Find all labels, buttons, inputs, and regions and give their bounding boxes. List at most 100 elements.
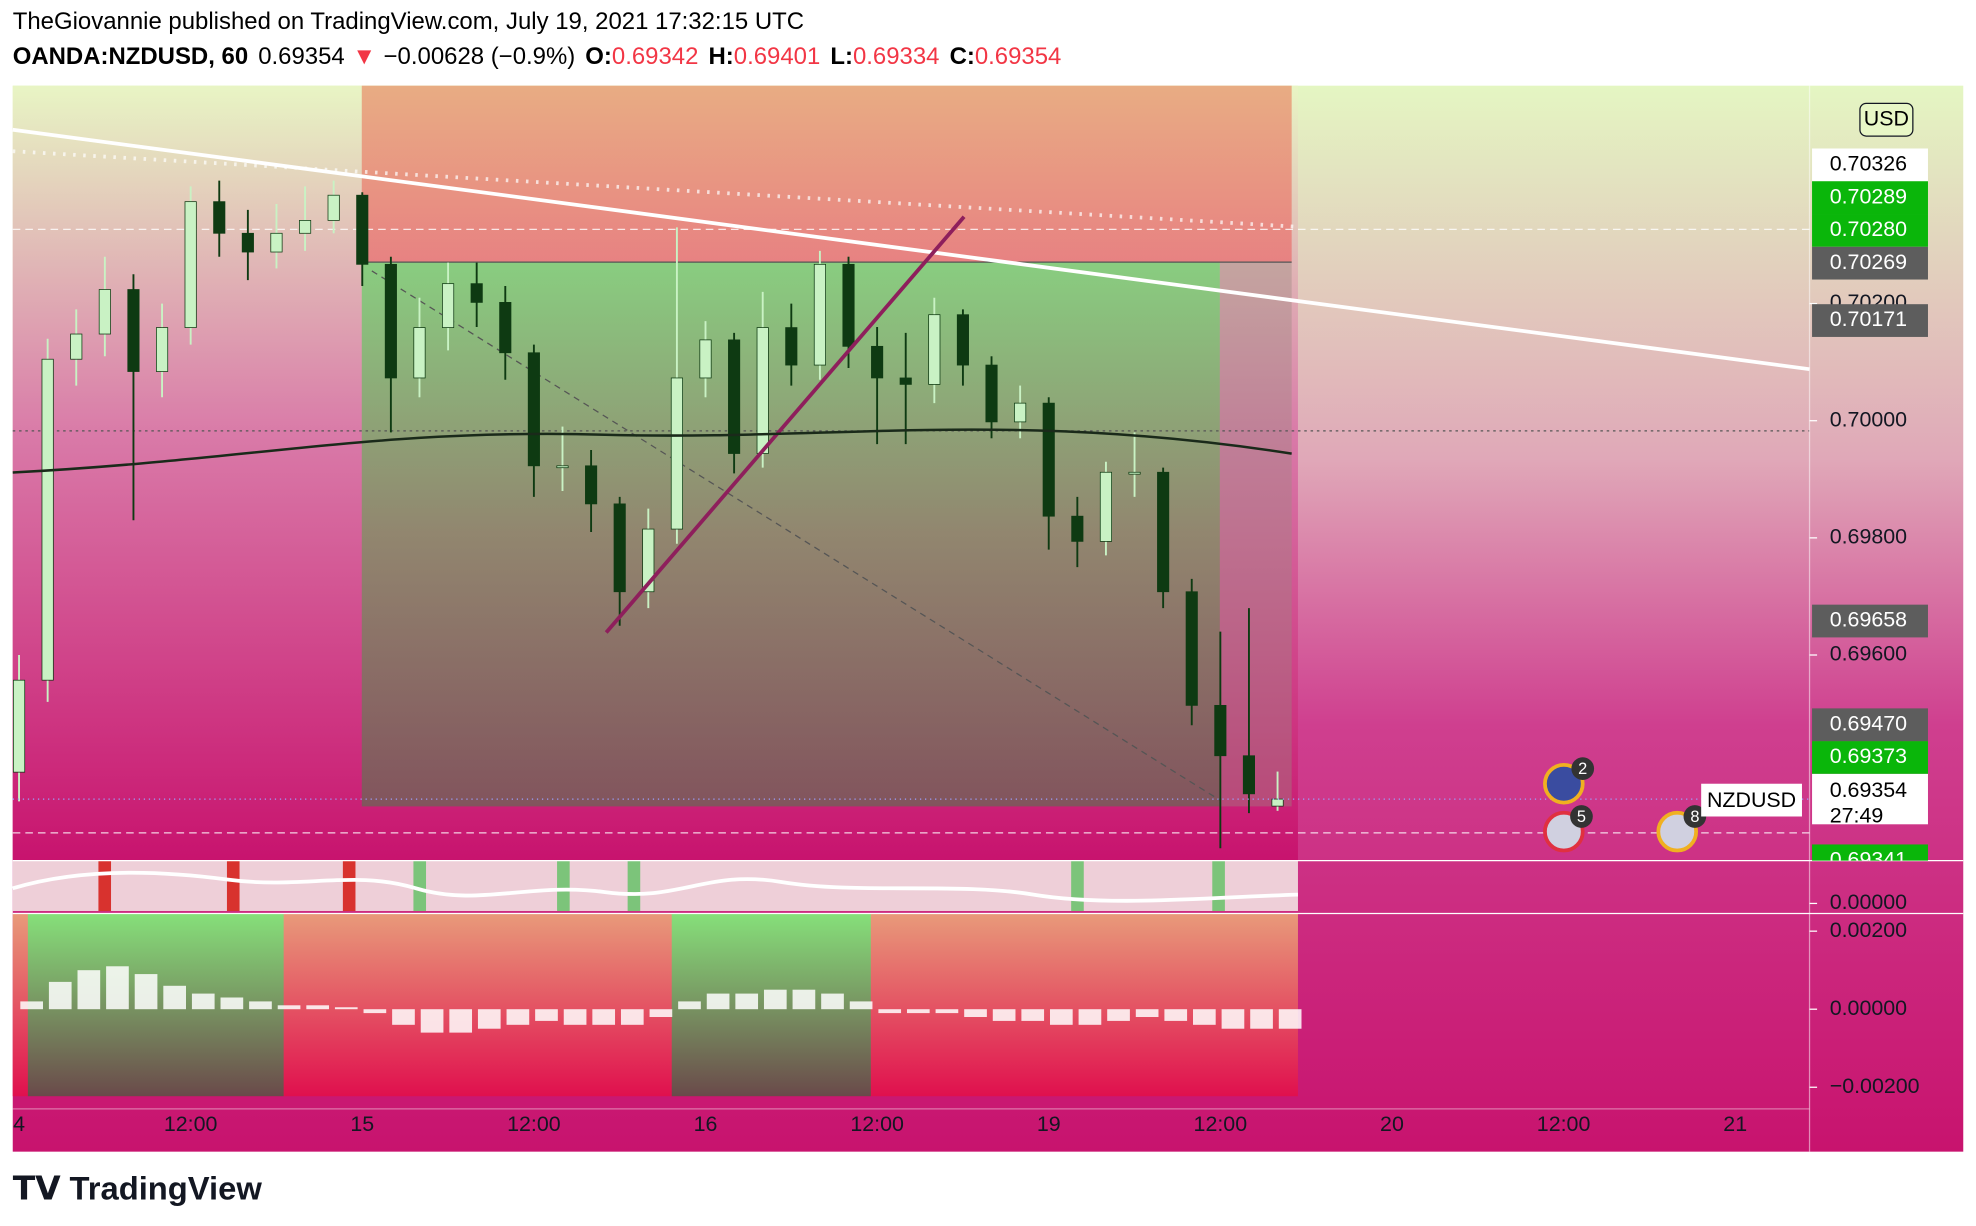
y-tick-label: 0.00000: [1830, 996, 1907, 1020]
last-price: 0.69354: [258, 43, 345, 70]
macd-bar: [420, 1009, 444, 1033]
event-count[interactable]: 2: [1578, 760, 1587, 778]
x-tick-label: 12:00: [507, 1112, 561, 1136]
price-label: 0.69470: [1830, 711, 1907, 735]
macd-bar: [992, 1009, 1016, 1021]
macd-bar: [477, 1009, 501, 1029]
macd-bar: [706, 993, 730, 1010]
x-tick-label: 12:00: [1194, 1112, 1248, 1136]
x-tick-label: 4: [13, 1112, 25, 1136]
price-label-bg: [1812, 708, 1928, 742]
logo-mark: 𝗧𝗩: [13, 1169, 70, 1206]
y-tick-label: 0.00000: [1830, 890, 1907, 914]
price-label-bg: [1812, 773, 1928, 825]
price-label-bg: [1812, 148, 1928, 182]
candle-body: [384, 263, 397, 379]
x-tick-label: 12:00: [1537, 1112, 1591, 1136]
change-arrow: ▼: [352, 43, 376, 70]
macd-bar: [277, 1005, 301, 1010]
stop-zone: [361, 85, 1292, 263]
event-count[interactable]: 5: [1577, 808, 1586, 826]
y-tick-label: 0.00200: [1830, 918, 1907, 942]
countdown: 27:49: [1830, 803, 1884, 827]
event-badges[interactable]: 2 5 8: [1543, 757, 1707, 853]
price-label-bg: [1812, 604, 1928, 638]
candle-body: [1214, 704, 1227, 757]
price-label-bg: [1812, 246, 1928, 280]
trend-line: [12, 127, 1810, 372]
macd-bar: [964, 1009, 987, 1018]
macd-bar: [1107, 1009, 1130, 1021]
ohlc-value: 0.69334: [853, 43, 940, 70]
candle-body: [956, 314, 969, 366]
macd-bar: [220, 997, 244, 1010]
candle-body: [813, 263, 826, 366]
candle-body: [327, 194, 340, 221]
price-label: 0.69658: [1830, 608, 1907, 632]
candle-body: [1128, 471, 1141, 475]
macd-bar: [1021, 1009, 1045, 1021]
price-label-bg: [1812, 844, 1928, 861]
price-label: 0.69354: [1830, 778, 1907, 802]
logo: 𝗧𝗩 TradingView: [13, 1169, 263, 1206]
candle-body: [585, 465, 598, 505]
macd-bar: [1278, 1009, 1302, 1029]
candle-body: [1271, 798, 1284, 807]
candle-body: [1157, 471, 1170, 593]
publisher: TheGiovannie published on TradingView.co…: [13, 8, 804, 35]
macd-bar: [935, 1009, 959, 1014]
currency-button[interactable]: [1859, 102, 1914, 137]
candle-body: [12, 679, 26, 773]
price-label-bg: [1812, 181, 1928, 215]
macd-bar: [1135, 1009, 1159, 1018]
candle-body: [985, 364, 998, 423]
macd-bar: [878, 1009, 902, 1014]
symbol-line: OANDA:NZDUSD, 60 0.69354 ▼ −0.00628 (−0.9%)…: [13, 43, 1062, 70]
macd-bar: [163, 985, 186, 1010]
ohlc-value: 0.69342: [612, 43, 699, 70]
candle-body: [642, 528, 655, 593]
macd-bar: [1221, 1009, 1245, 1029]
macd-bar: [1250, 1009, 1273, 1029]
macd-bar: [563, 1009, 587, 1025]
macd-bar: [191, 993, 215, 1010]
candle-body: [1099, 471, 1112, 542]
candle-body: [70, 333, 83, 360]
candle-body: [41, 358, 54, 681]
macd-bar: [678, 1001, 701, 1010]
currency[interactable]: USD: [1864, 106, 1909, 130]
ohlc-key: H:: [709, 43, 734, 70]
candle-body: [527, 352, 540, 467]
macd-bar: [306, 1005, 330, 1010]
candle-body: [1071, 515, 1084, 542]
macd-bar: [134, 974, 158, 1010]
trend-line-up: [604, 215, 966, 634]
candle-body: [613, 503, 626, 593]
candle-body: [270, 232, 283, 253]
oscillator-markers: [12, 860, 1299, 911]
candle-body: [899, 377, 912, 385]
price-label-bg: [1812, 214, 1928, 247]
price-label: 0.70280: [1830, 217, 1907, 241]
candle-body: [1185, 591, 1198, 706]
ticker-tag-bg: [1701, 783, 1802, 817]
ohlc-value: 0.69354: [975, 43, 1062, 70]
macd-bar: [106, 966, 129, 1010]
event-count[interactable]: 8: [1690, 808, 1699, 826]
macd-bar: [1049, 1009, 1073, 1025]
y-tick-label: −0.00200: [1830, 1074, 1920, 1098]
macd-bar: [20, 1001, 43, 1010]
candle-body: [356, 194, 369, 265]
projection-line: [371, 270, 1221, 801]
zone-tail: [1219, 262, 1292, 807]
candle-body: [413, 327, 426, 379]
candle-body: [213, 201, 226, 234]
macd-bar: [535, 1009, 558, 1021]
macd-bar: [763, 989, 787, 1010]
y-tick-label: 0.70000: [1830, 407, 1907, 431]
macd-bar: [334, 1007, 358, 1010]
candle-body: [127, 289, 140, 372]
price-label: 0.69373: [1830, 744, 1907, 768]
macd-bar: [449, 1009, 473, 1033]
